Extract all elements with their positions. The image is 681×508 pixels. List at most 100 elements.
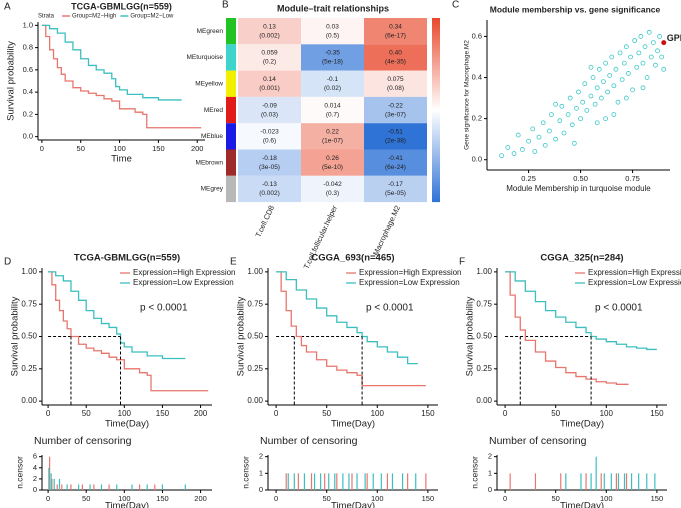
- cell-p-value: (3e-05): [259, 164, 280, 171]
- x-tick-label: 0: [274, 409, 279, 418]
- x-tick-label: 0: [40, 144, 44, 153]
- scatter-point: [590, 75, 596, 80]
- scatter-point: [598, 95, 604, 101]
- y-tick-label: 1.00: [21, 267, 37, 276]
- scatter-point: [611, 83, 617, 89]
- cell-value: 0.13: [263, 23, 276, 30]
- survival-curve: [41, 24, 202, 129]
- scatter-point: [632, 38, 638, 43]
- y-axis-label: n.censor: [14, 456, 24, 489]
- scatter-point: [603, 60, 608, 66]
- heatmap-cell: [364, 44, 427, 71]
- scatter-point: [519, 147, 525, 152]
- x-axis-label: Time(Day): [331, 501, 375, 508]
- module-color: [226, 44, 236, 71]
- scatter-point: [559, 103, 565, 109]
- legend-label: Expression=High Expression: [133, 268, 236, 277]
- scatter-point: [574, 105, 579, 111]
- chart-title: TCGA-GBMLGG(n=559): [74, 253, 180, 264]
- cell-p-value: (0.08): [387, 85, 404, 92]
- scatter-point: [546, 128, 552, 134]
- heatmap-cell: [238, 123, 301, 150]
- column-label: Macrophage.M2: [371, 204, 402, 257]
- y-tick-label: 1.0: [23, 20, 33, 29]
- scatter-point: [576, 89, 581, 95]
- y-tick-label: 0.50: [247, 332, 263, 341]
- scatter-point: [634, 64, 640, 70]
- scatter-point: [567, 95, 573, 101]
- scatter-point: [657, 34, 663, 39]
- cell-value: -0.1: [327, 76, 339, 83]
- scatter-point: [526, 138, 531, 144]
- y-tick-label: 0.6: [472, 31, 482, 40]
- y-tick-label: 0.50: [476, 332, 492, 341]
- row-label: MEturquoise: [187, 54, 224, 61]
- panel-label: A: [4, 2, 11, 13]
- scatter-point: [532, 149, 538, 154]
- scatter-point: [536, 134, 542, 140]
- scatter-point: [592, 101, 598, 107]
- x-tick-label: 150: [156, 494, 169, 503]
- x-tick-label: 0.75: [625, 174, 640, 183]
- y-tick-label: 0.25: [21, 364, 37, 373]
- cell-value: -0.35: [325, 50, 340, 57]
- scatter-point: [619, 77, 625, 82]
- scatter-point: [542, 142, 548, 148]
- x-tick-label: 100: [600, 494, 613, 503]
- x-axis-label: Time(Day): [331, 419, 375, 430]
- cell-p-value: (0.02): [324, 85, 341, 92]
- scatter-point: [596, 66, 602, 72]
- heatmap-cell: [364, 70, 427, 97]
- y-tick-label: 0.75: [476, 299, 492, 308]
- scatter-point: [557, 118, 563, 124]
- heatmap-cell: [364, 123, 427, 150]
- panel-label: B: [222, 0, 229, 11]
- scatter-point: [621, 60, 627, 66]
- y-tick-label: 2: [33, 474, 37, 483]
- heatmap-cell: [238, 96, 301, 124]
- heatmap-cell: [364, 149, 427, 176]
- y-axis-label: n.censor: [469, 456, 479, 489]
- scatter-point: [659, 54, 665, 60]
- legend-title: Strata: [38, 14, 55, 20]
- x-tick-label: 50: [323, 494, 331, 503]
- heatmap-cell: [364, 18, 427, 45]
- x-tick-label: 50: [552, 494, 560, 503]
- survival-curve: [505, 271, 629, 385]
- legend-label: Expression=Low Expression: [588, 278, 681, 287]
- heatmap-cell: [238, 175, 301, 203]
- row-label: MEyellow: [195, 80, 223, 87]
- column-label: T.cell.CD8: [254, 204, 277, 239]
- scatter-point: [638, 34, 644, 39]
- scatter-point: [571, 140, 577, 146]
- scatter-point: [569, 122, 575, 128]
- scatter-point: [578, 116, 583, 122]
- y-tick-label: 0.00: [247, 396, 263, 405]
- x-axis-label: Time(Day): [105, 501, 149, 508]
- y-tick-label: 0.50: [21, 332, 37, 341]
- y-tick-label: 0.75: [247, 299, 263, 308]
- cell-p-value: (0.5): [326, 32, 339, 39]
- cell-p-value: (0.002): [259, 190, 280, 197]
- censor-title: Number of censoring: [34, 435, 132, 447]
- x-tick-label: 100: [600, 409, 614, 418]
- cell-value: 0.014: [324, 102, 341, 109]
- cell-value: -0.13: [262, 181, 277, 188]
- scatter-point: [553, 136, 559, 142]
- scatter-point: [644, 75, 650, 80]
- legend-label: Expression=High Expression: [588, 268, 681, 277]
- module-color: [226, 18, 236, 45]
- color-scale: [432, 18, 440, 203]
- scatter-point: [580, 99, 586, 105]
- survival-curve: [505, 271, 657, 351]
- y-tick-label: 2: [488, 452, 492, 461]
- cell-value: 0.26: [326, 155, 339, 162]
- legend-label: Expression=Low Expression: [133, 278, 234, 287]
- p-value: p < 0.0001: [366, 303, 414, 314]
- scatter-point: [505, 144, 511, 150]
- cell-value: -0.41: [388, 155, 403, 162]
- y-tick-label: 0.2: [472, 114, 482, 123]
- chart-title: Module–trait relationships: [277, 3, 389, 13]
- x-tick-label: 100: [118, 494, 131, 503]
